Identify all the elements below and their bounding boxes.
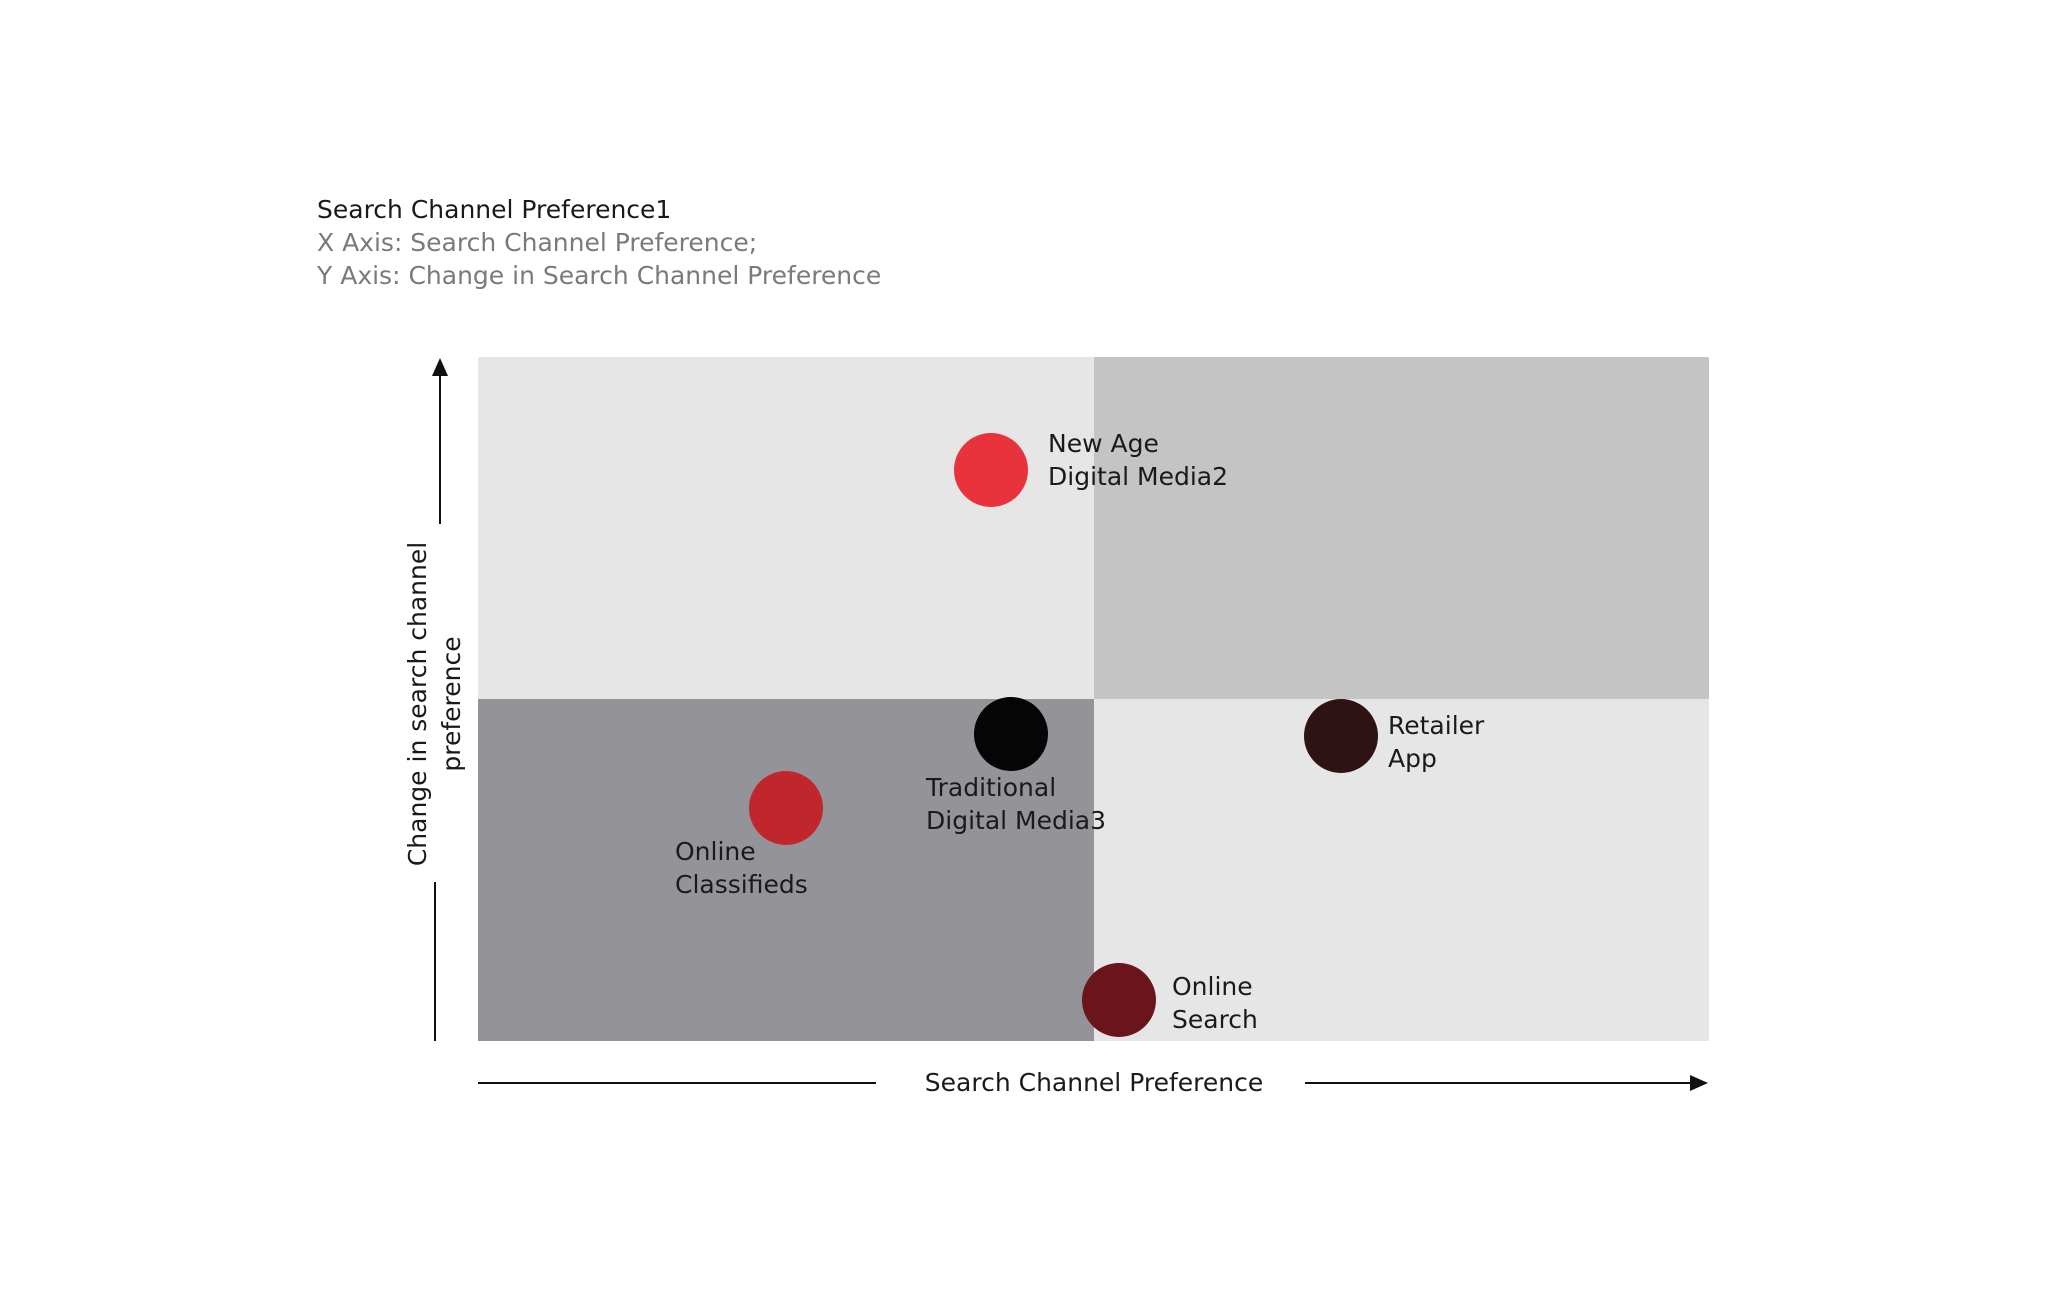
node-label: Digital Media2 — [1048, 462, 1228, 491]
node-label: Online — [675, 837, 756, 866]
node-dot — [1304, 699, 1378, 773]
y-axis-label-line: Change in search channel — [403, 542, 432, 866]
node-dot — [749, 771, 823, 845]
subtitle-line: Y Axis: Change in Search Channel Prefere… — [316, 261, 881, 290]
node-label: Traditional — [925, 773, 1056, 802]
x-axis-label: Search Channel Preference — [925, 1068, 1263, 1097]
y-axis-label-line: preference — [437, 636, 466, 771]
quadrant — [1094, 699, 1709, 1041]
node-dot — [1082, 963, 1156, 1037]
node-label: New Age — [1048, 429, 1159, 458]
y-axis-label: Change in search channel preference — [403, 542, 466, 866]
node-dot — [974, 697, 1048, 771]
node-label: Digital Media3 — [926, 806, 1106, 835]
node-label: Search — [1172, 1005, 1258, 1034]
node-label: Classifieds — [675, 870, 808, 899]
node-dot — [954, 433, 1028, 507]
node-label: Online — [1172, 972, 1253, 1001]
subtitle-line: X Axis: Search Channel Preference; — [317, 228, 757, 257]
nodes: New Age Digital Media2 Traditional Digital … — [675, 429, 1485, 1037]
quadrant — [1094, 357, 1709, 699]
node-label: Retailer — [1388, 711, 1485, 740]
title: Search Channel Preference1 — [317, 195, 671, 224]
node-label: App — [1388, 744, 1437, 773]
quadrant — [478, 357, 1094, 699]
